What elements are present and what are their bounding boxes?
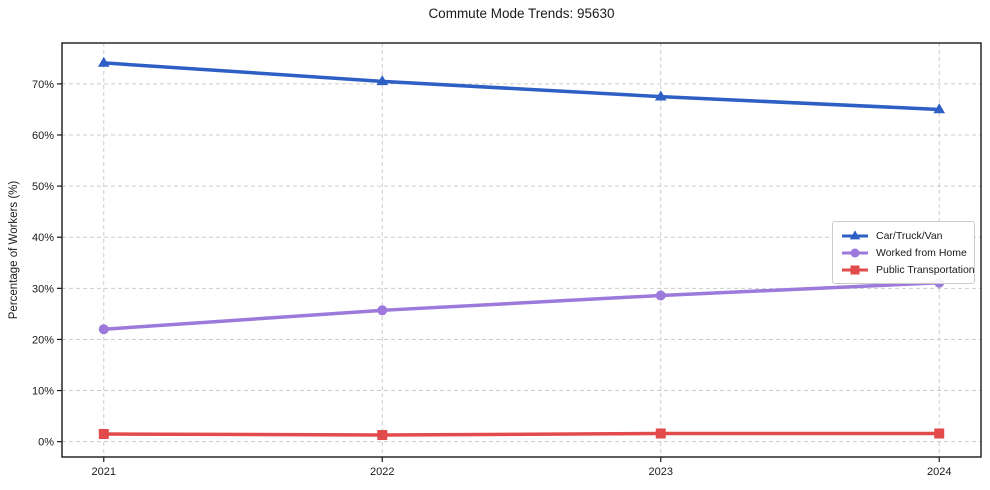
legend-label: Car/Truck/Van <box>876 229 943 242</box>
legend-item-worked-from-home: Worked from Home <box>840 244 967 261</box>
legend-label: Public Transportation <box>876 263 975 276</box>
data-point-marker <box>654 90 667 101</box>
legend-marker <box>849 229 861 239</box>
series-line <box>102 280 941 331</box>
data-point-marker <box>377 430 388 441</box>
data-point-marker <box>655 428 666 439</box>
data-point-marker <box>934 428 945 439</box>
x-tick-label: 2023 <box>649 466 673 478</box>
y-tick-label: 70% <box>32 79 54 91</box>
data-point-marker <box>933 103 946 114</box>
chart-title: Commute Mode Trends: 95630 <box>428 6 615 21</box>
data-point-marker <box>377 305 388 316</box>
legend-marker <box>850 248 860 257</box>
plot-border <box>61 42 982 458</box>
legend-swatch-circle-icon <box>842 248 868 257</box>
y-tick-label: 60% <box>32 130 54 142</box>
legend-swatch-square-icon <box>842 265 868 274</box>
y-tick-label: 0% <box>38 437 54 449</box>
data-point-marker <box>97 56 110 67</box>
y-tick-label: 30% <box>32 283 54 295</box>
data-point-marker <box>655 290 666 301</box>
y-tick-label: 10% <box>32 386 54 398</box>
legend-item-public-transportation: Public Transportation <box>840 261 975 278</box>
legend: Car/Truck/Van Worked from Home Public Tr… <box>832 221 975 284</box>
y-tick-label: 40% <box>32 232 54 244</box>
y-tick-label: 20% <box>32 334 54 346</box>
legend-swatch-triangle-icon <box>842 229 868 239</box>
legend-marker <box>850 265 860 274</box>
data-point-marker <box>98 324 109 335</box>
x-tick-label: 2024 <box>927 466 951 478</box>
data-point-marker <box>376 75 389 86</box>
series-line <box>102 61 941 112</box>
x-tick-label: 2021 <box>92 466 116 478</box>
legend-label: Worked from Home <box>876 246 967 259</box>
y-tick-label: 50% <box>32 181 54 193</box>
x-tick-label: 2022 <box>370 466 394 478</box>
data-point-marker <box>98 429 109 439</box>
series-line <box>102 431 941 437</box>
legend-item-car-truck-van: Car/Truck/Van <box>840 227 967 244</box>
